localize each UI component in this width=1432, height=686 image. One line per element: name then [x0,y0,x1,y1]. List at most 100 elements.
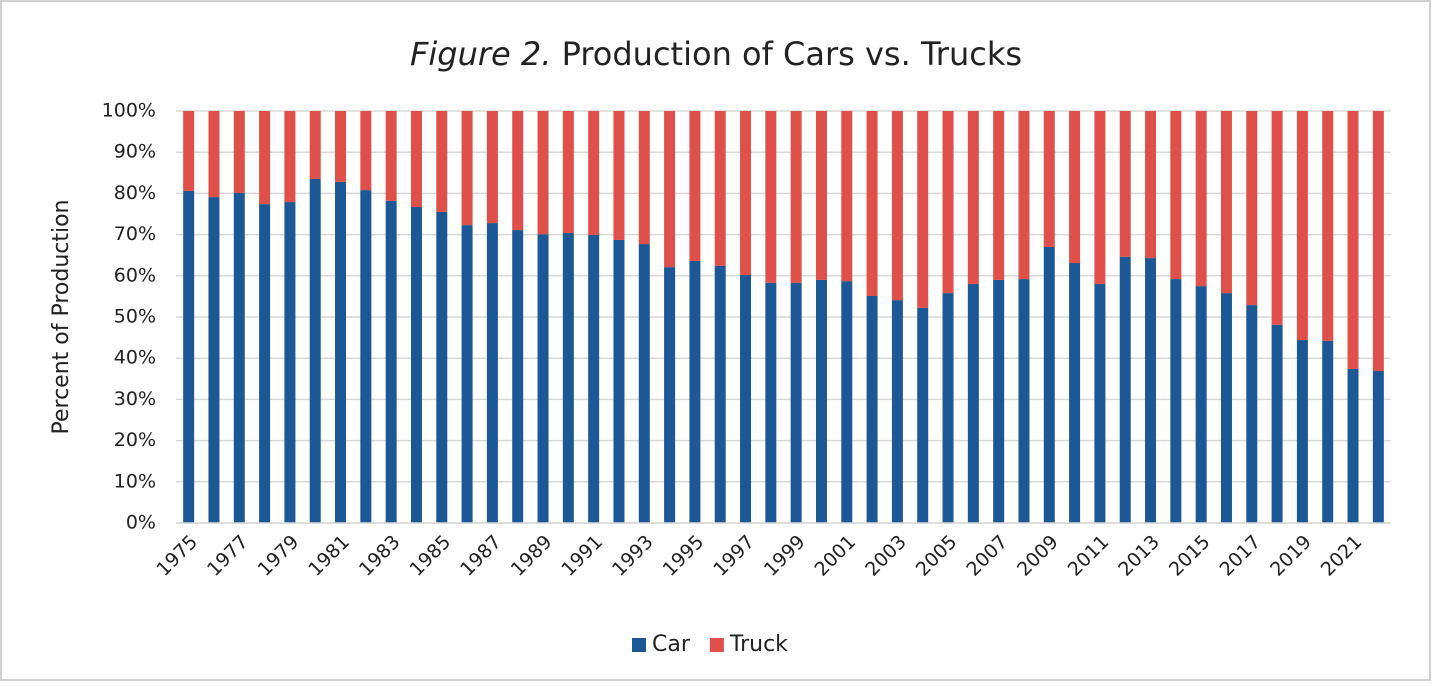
bar-segment [486,111,498,224]
y-tick-label: 100% [102,100,156,122]
bar-segment [1195,111,1207,287]
bar-segment [1322,111,1334,341]
bar-segment [385,200,397,524]
bar-segment [183,111,195,191]
bar-segment [664,267,676,523]
bar-segment [891,111,903,301]
bar-segment [562,111,574,233]
bar-segment [537,234,549,524]
bar-segment [1043,246,1055,523]
bar-segment [1018,279,1030,523]
bar-segment [790,282,802,523]
bar-segment [917,111,929,308]
bar-segment [993,111,1005,280]
bar-segment [1195,286,1207,523]
bar-segment [1296,340,1308,523]
bar-segment [1170,111,1182,280]
bar-segment [461,111,473,226]
bar-segment [815,111,827,280]
y-tick-label: 60% [114,264,156,286]
bar-segment [461,225,473,523]
bar-segment [942,111,954,294]
bar-segment [613,239,625,523]
bar-segment [183,190,195,524]
bar-segment [512,111,524,231]
bar-segment [233,192,245,523]
bar-segment [1271,324,1283,523]
bar-segment [1094,111,1106,285]
y-tick-label: 30% [114,388,156,410]
bar-segment [208,111,220,198]
bar-segment [1220,111,1232,294]
bar-segment [1220,293,1232,523]
bar-segment [1043,111,1055,247]
bar-segment [436,111,448,212]
bar-segment [410,111,422,207]
bar-segment [259,111,271,205]
chart-title: Figure 2. Production of Cars vs. Trucks [410,35,1022,73]
bar-segment [360,190,372,523]
bar-segment [942,293,954,523]
bar-segment [891,300,903,523]
y-tick-label: 70% [114,223,156,245]
bar-segment [689,260,701,523]
title-text: Production of Cars vs. Trucks [562,35,1022,73]
bar-segment [537,111,549,235]
bar-segment [1145,111,1157,259]
bar-segment [765,282,777,523]
bar-segment [689,111,701,261]
bar-segment [714,265,726,523]
bar-segment [309,111,321,179]
bar-segment [1119,256,1131,523]
bar-segment [208,197,220,523]
bar-segment [765,111,777,283]
bar-segment [714,111,726,266]
bar-segment [1372,370,1384,523]
bar-segment [866,295,878,523]
bar-segment [1322,340,1334,523]
bar-segment [841,111,853,282]
bar-segment [638,244,650,524]
y-tick-label: 80% [114,182,156,204]
bar-segment [284,202,296,523]
y-tick-label: 0% [126,512,156,534]
bar-segment [790,111,802,283]
bar-segment [1069,111,1081,264]
y-tick-label: 20% [114,429,156,451]
bar-segment [284,111,296,203]
bar-segment [740,111,752,275]
y-tick-label: 50% [114,306,156,328]
bar-segment [1170,279,1182,523]
bar-segment [335,181,347,523]
y-axis-label: Percent of Production [49,199,74,434]
bar-segment [1271,111,1283,325]
bar-segment [512,230,524,523]
bar-segment [613,111,625,240]
bar-segment [917,307,929,523]
bar-segment [360,111,372,191]
legend-swatch [632,638,646,652]
bar-segment [815,279,827,523]
bar-segment [335,111,347,182]
legend-label: Truck [729,632,788,657]
y-tick-label: 10% [114,470,156,492]
bar-segment [1246,305,1258,523]
bar-segment [967,284,979,523]
bar-segment [967,111,979,285]
figure-label: Figure 2. [410,35,551,73]
legend-label: Car [652,632,691,657]
bar-segment [664,111,676,268]
bar-segment [1347,111,1359,369]
y-tick-label: 90% [114,141,156,163]
bar-segment [1069,263,1081,523]
bar-segment [588,111,600,236]
bar-segment [436,211,448,523]
bar-segment [309,178,321,524]
bar-segment [1296,111,1308,341]
bar-segment [1372,111,1384,371]
bar-segment [562,232,574,523]
legend-swatch [709,638,724,652]
bar-segment [740,274,752,523]
bar-segment [410,206,422,523]
